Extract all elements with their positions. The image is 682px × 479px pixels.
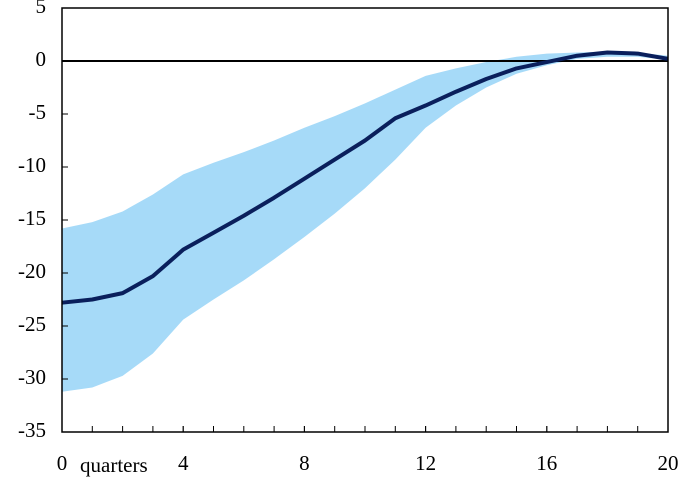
response-line bbox=[61, 50, 669, 305]
y-tick-label: -15 bbox=[18, 206, 46, 230]
x-axis-label: quarters bbox=[80, 453, 148, 477]
y-tick-label: -5 bbox=[29, 100, 47, 124]
y-tick-label: -20 bbox=[18, 259, 46, 283]
y-tick-label: -25 bbox=[18, 312, 46, 336]
confidence-band bbox=[62, 51, 668, 392]
y-tick-label: 5 bbox=[36, 0, 47, 18]
y-tick-label: -10 bbox=[18, 153, 46, 177]
x-tick-label: 4 bbox=[178, 451, 189, 475]
x-tick-label: 20 bbox=[658, 451, 679, 475]
x-tick-label: 12 bbox=[415, 451, 436, 475]
x-tick-label: 8 bbox=[299, 451, 310, 475]
y-tick-label: 0 bbox=[36, 47, 47, 71]
y-tick-label: -35 bbox=[18, 418, 46, 442]
y-tick-label: -30 bbox=[18, 365, 46, 389]
x-tick-label: 16 bbox=[536, 451, 557, 475]
x-tick-label: 0 bbox=[57, 451, 68, 475]
